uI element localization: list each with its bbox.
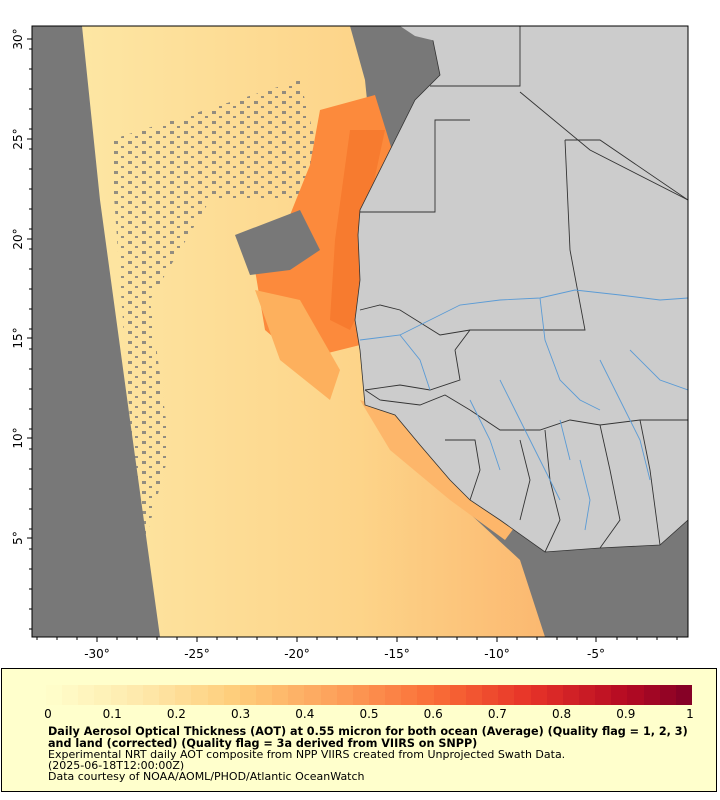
colorbar-swatch — [255, 685, 273, 705]
colorbar-swatch — [352, 685, 370, 705]
colorbar-swatch — [223, 685, 241, 705]
colorbar-tick-label: 1 — [686, 707, 694, 721]
colorbar-swatch — [385, 685, 402, 705]
lon-tick-label: -30° — [84, 647, 110, 661]
plot-border — [31, 25, 689, 638]
no-data-gap — [235, 210, 320, 275]
lat-tick-label: 5° — [11, 531, 25, 545]
colorbar-swatch — [627, 685, 645, 705]
colorbar-swatch — [659, 685, 677, 705]
colorbar-swatch — [191, 685, 208, 705]
colorbar-swatch — [611, 685, 628, 705]
aerosol-swath-gaps — [110, 80, 330, 560]
colorbar-swatch — [288, 685, 305, 705]
map-frame: 30° 25° 20° 15° 10° 5° -30° -25° -20° -15° -10° -5… — [11, 25, 689, 661]
lon-tick-label: -20° — [284, 647, 310, 661]
colorbar-swatch — [110, 685, 128, 705]
colorbar — [46, 685, 693, 705]
colorbar-swatch — [401, 685, 418, 705]
colorbar-swatch — [207, 685, 225, 705]
caption-title: Daily Aerosol Optical Thickness (AOT) at… — [48, 725, 688, 750]
colorbar-swatch — [142, 685, 160, 705]
colorbar-swatch — [175, 685, 192, 705]
colorbar-swatch — [336, 685, 354, 705]
latitude-axis: 30° 25° 20° 15° 10° 5° — [11, 28, 32, 630]
colorbar-tick-label: 0.3 — [231, 707, 251, 721]
colorbar-tick-label: 0.5 — [359, 707, 379, 721]
colorbar-swatch — [369, 685, 386, 705]
dust-plume-edge — [255, 290, 340, 400]
colorbar-swatch — [62, 685, 79, 705]
lon-tick-label: -5° — [587, 647, 605, 661]
colorbar-swatch — [530, 685, 548, 705]
lon-tick-label: -25° — [184, 647, 210, 661]
colorbar-swatch — [514, 685, 531, 705]
lat-tick-label: 20° — [11, 228, 25, 249]
colorbar-swatch — [433, 685, 451, 705]
colorbar-swatch — [643, 685, 661, 705]
colorbar-tick-label: 0.2 — [166, 707, 186, 721]
lon-tick-label: -10° — [484, 647, 510, 661]
colorbar-swatch — [320, 685, 338, 705]
colorbar-swatch — [562, 685, 580, 705]
colorbar-tick-label: 0.6 — [423, 707, 443, 721]
colorbar-swatch — [94, 685, 112, 705]
colorbar-swatch — [46, 685, 63, 705]
colorbar-swatch — [578, 685, 596, 705]
colorbar-swatch — [498, 685, 515, 705]
caption-line3: Data courtesy of NOAA/AOML/PHOD/Atlantic… — [48, 770, 365, 783]
colorbar-swatch — [449, 685, 467, 705]
colorbar-swatch — [272, 685, 289, 705]
colorbar-tick-label: 0.4 — [295, 707, 315, 721]
lat-tick-label: 30° — [11, 28, 25, 49]
caption-line2: (2025-06-18T12:00:00Z) — [48, 759, 185, 772]
dust-plume-core — [330, 130, 385, 330]
colorbar-swatch — [675, 685, 693, 705]
colorbar-swatch — [465, 685, 483, 705]
lon-tick-label: -15° — [384, 647, 410, 661]
colorbar-swatch — [159, 685, 176, 705]
colorbar-tick-label: 0.8 — [552, 707, 572, 721]
colorbar-swatch — [595, 685, 612, 705]
colorbar-swatch — [304, 685, 322, 705]
colorbar-swatch — [78, 685, 95, 705]
colorbar-tick-label: 0.1 — [102, 707, 122, 721]
caption-block: Daily Aerosol Optical Thickness (AOT) at… — [48, 726, 688, 782]
lat-tick-label: 10° — [11, 427, 25, 448]
colorbar-tick-label: 0.7 — [487, 707, 507, 721]
colorbar-swatch — [482, 685, 499, 705]
colorbar-swatch — [417, 685, 435, 705]
rivers — [359, 289, 688, 531]
colorbar-swatch — [546, 685, 564, 705]
caption-line1: Experimental NRT daily AOT composite fro… — [48, 748, 566, 761]
lat-tick-label: 25° — [11, 128, 25, 149]
colorbar-swatch — [239, 685, 257, 705]
lat-tick-label: 15° — [11, 327, 25, 348]
legend-panel: 0 0.1 0.2 0.3 0.4 0.5 0.6 0.7 0.8 0.9 1 Daily Aero… — [1, 668, 717, 792]
colorbar-swatch — [126, 685, 144, 705]
longitude-axis: -30° -25° -20° -15° -10° -5° — [36, 637, 678, 661]
colorbar-tick-label: 0.9 — [616, 707, 636, 721]
colorbar-tick-label: 0 — [44, 707, 52, 721]
land-iberia-tip — [400, 26, 505, 48]
